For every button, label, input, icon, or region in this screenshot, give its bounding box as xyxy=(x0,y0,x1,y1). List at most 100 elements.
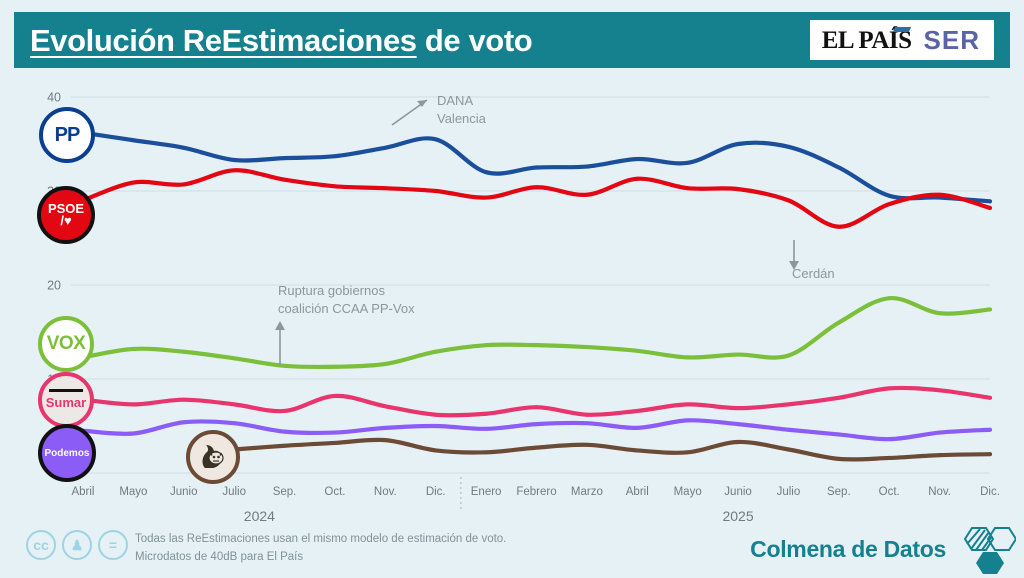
annotation-arrow-head xyxy=(789,261,799,270)
data-point xyxy=(736,406,740,411)
x-axis-tick-label: Abril xyxy=(626,486,649,498)
series-line xyxy=(232,437,993,462)
annotation-dana-valencia: DANA Valencia xyxy=(391,93,487,126)
data-point xyxy=(181,182,186,187)
data-point xyxy=(232,158,237,162)
footer-note: Todas las ReEstimaciones usan el mismo m… xyxy=(135,531,506,567)
data-point xyxy=(282,443,287,448)
data-point xyxy=(786,427,791,432)
x-axis-tick-label: Mayo xyxy=(674,486,702,498)
annotation-line1: DANA xyxy=(437,93,473,108)
y-axis-tick-label: 40 xyxy=(47,91,61,105)
legend-label-sumar: Sumar xyxy=(45,394,87,410)
data-point xyxy=(484,411,489,416)
legend-badge-sumar[interactable]: Sumar xyxy=(38,372,94,428)
chart-area: 010203040 AbrilMayoJunioJulioSep.Oct.Nov… xyxy=(0,72,1024,523)
series-pp xyxy=(80,130,993,204)
header-bar: Evolución ReEstimaciones de voto EL PAÍS… xyxy=(14,12,1010,68)
sumar-logo-mark: Sumar xyxy=(45,388,87,412)
data-point xyxy=(232,356,237,361)
footer: cc ♟ = Todas las ReEstimaciones usan el … xyxy=(0,524,1024,576)
data-point xyxy=(584,421,589,426)
elpais-accent-icon xyxy=(892,26,911,32)
annotation-line1: Ruptura gobiernos xyxy=(278,283,385,298)
annotation-layer: DANA Valencia Ruptura gobiernos coalición C… xyxy=(275,93,835,365)
series-line xyxy=(80,385,993,418)
legend-badge-salf[interactable] xyxy=(186,430,240,484)
data-point xyxy=(383,438,388,442)
series-sumar xyxy=(80,385,993,418)
data-point xyxy=(383,362,388,366)
data-point xyxy=(685,186,690,191)
data-point xyxy=(988,307,992,312)
x-axis-tick-label: Dic. xyxy=(980,486,1000,498)
data-point xyxy=(181,397,186,402)
data-point xyxy=(836,432,841,437)
ser-logo: SER xyxy=(918,27,986,53)
x-axis-tick-label: Febrero xyxy=(516,486,556,498)
data-point xyxy=(736,440,740,444)
data-point xyxy=(282,429,287,434)
x-axis-tick-label: Julio xyxy=(777,486,801,498)
data-point xyxy=(836,457,841,461)
data-point xyxy=(685,418,690,423)
data-point xyxy=(383,404,388,409)
data-point xyxy=(232,421,237,426)
legend-label-vox: VOX xyxy=(46,333,86,354)
data-point xyxy=(584,442,589,447)
data-point xyxy=(282,363,287,368)
data-point xyxy=(584,345,589,349)
data-point xyxy=(433,189,438,193)
data-point xyxy=(685,160,690,165)
no-derivatives-icon: = xyxy=(98,530,128,560)
data-point xyxy=(635,157,640,161)
x-axis-tick-label: Marzo xyxy=(571,486,603,498)
x-axis-tick-label: Dic. xyxy=(426,486,446,498)
data-point xyxy=(534,445,539,450)
data-point xyxy=(333,184,337,189)
sumar-bar-icon xyxy=(49,388,83,392)
x-axis-tick-label: Sep. xyxy=(273,486,297,498)
data-point xyxy=(887,193,892,198)
data-point xyxy=(635,348,640,353)
legend-badge-pp[interactable]: PP xyxy=(39,107,95,163)
data-point xyxy=(534,165,539,170)
data-point xyxy=(887,386,892,391)
annotation-ruptura-coalicion: Ruptura gobiernos coalición CCAA PP-Vox xyxy=(275,283,415,365)
data-point xyxy=(534,422,539,427)
data-point xyxy=(584,192,589,197)
data-point xyxy=(433,349,438,354)
data-point xyxy=(786,144,791,149)
annotation-line1: Cerdán xyxy=(792,266,835,281)
data-point xyxy=(333,154,337,159)
data-point xyxy=(988,395,992,400)
data-point xyxy=(433,424,438,428)
legend-badge-vox[interactable]: VOX xyxy=(38,316,94,372)
data-point xyxy=(937,388,942,393)
data-point xyxy=(534,343,539,348)
data-point xyxy=(786,198,791,203)
honeycomb-logo-icon xyxy=(963,527,1016,574)
data-point xyxy=(534,405,539,410)
publisher-logos: EL PAÍS SER xyxy=(809,20,994,60)
data-point xyxy=(786,402,791,407)
annotation-arrow-head xyxy=(275,321,285,330)
data-point xyxy=(635,176,640,181)
data-point xyxy=(988,206,992,210)
data-point xyxy=(333,394,337,398)
data-point xyxy=(282,156,287,160)
data-point xyxy=(937,311,942,316)
data-point xyxy=(635,409,640,413)
data-point xyxy=(736,352,740,357)
y-axis-tick-label: 20 xyxy=(47,279,61,293)
page-title-rest: de voto xyxy=(416,22,533,58)
data-point xyxy=(484,426,489,431)
data-point xyxy=(988,199,992,204)
legend-badge-psoe[interactable]: PSOE/♥ xyxy=(37,186,95,244)
x-axis-tick-label: Oct. xyxy=(879,486,900,498)
data-point xyxy=(131,431,136,436)
attribution-person-icon: ♟ xyxy=(62,530,92,560)
data-point xyxy=(433,448,438,453)
legend-badge-podemos[interactable]: Podemos xyxy=(38,424,96,482)
data-point xyxy=(937,453,942,458)
